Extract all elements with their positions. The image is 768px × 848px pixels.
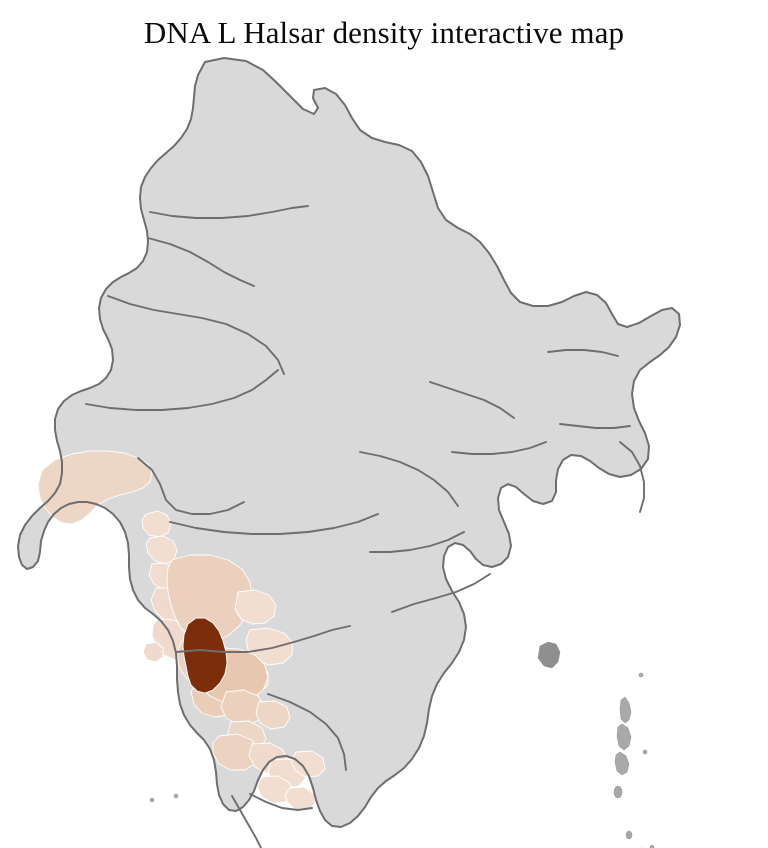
state-border-rajasthan-mp	[85, 369, 279, 411]
district-region-solapur[interactable]	[245, 627, 294, 666]
island-andaman-middle	[616, 723, 632, 751]
map-layer-islands	[149, 641, 655, 848]
state-border-assam-meghalaya	[559, 423, 631, 429]
district-region-anantapur[interactable]	[290, 750, 326, 778]
country-outline-india	[17, 57, 681, 828]
district-region-bharuch[interactable]	[141, 510, 172, 538]
district-region-ahmadnagar[interactable]	[234, 589, 277, 625]
state-border-mp-chhattisgarh	[359, 451, 459, 507]
island-nicobar-small	[649, 844, 655, 848]
state-border-gujarat-mp	[137, 457, 245, 515]
state-border-bihar-jharkhand	[451, 441, 547, 455]
map-layer-districts	[17, 57, 681, 828]
map-layer-state-borders	[17, 57, 681, 848]
island-andaman-south	[614, 751, 630, 776]
district-region-shivamogga[interactable]	[212, 733, 260, 771]
state-border-karnataka-tn	[249, 793, 313, 811]
state-border-mp-maharashtra	[169, 513, 379, 535]
district-region-base-mainland[interactable]	[17, 57, 681, 828]
district-region-chittoor[interactable]	[284, 786, 316, 811]
state-border-odisha-chhattisgarh	[369, 531, 465, 553]
state-border-punjab-haryana	[147, 237, 255, 287]
state-border-kerala-tn	[231, 795, 263, 848]
island-lakshadweep-north	[149, 797, 155, 803]
island-car-nicobar	[625, 830, 633, 840]
district-region-pune[interactable]	[166, 554, 253, 643]
state-border-rajasthan-up	[107, 295, 285, 375]
island-barren	[642, 749, 648, 755]
state-border-ap-odisha	[391, 573, 491, 613]
state-border-wb-assam	[547, 349, 619, 357]
map-canvas[interactable]	[0, 52, 768, 848]
district-region-surat[interactable]	[145, 535, 178, 565]
district-region-dharwad[interactable]	[220, 689, 266, 725]
island-lakshadweep-mid	[173, 793, 179, 799]
india-choropleth-svg[interactable]	[0, 52, 768, 848]
page-title: DNA L Halsar density interactive map	[143, 15, 625, 50]
state-border-northeast-mizoram	[619, 441, 645, 513]
district-region-mumbai-suburban[interactable]	[142, 641, 164, 663]
island-andaman-north	[619, 696, 632, 724]
district-region-gadag[interactable]	[255, 700, 291, 730]
region-sundarbans-dark	[537, 641, 561, 669]
state-border-up-bihar	[429, 381, 515, 419]
state-border-jk-hp	[149, 205, 309, 219]
island-narcondam	[638, 672, 644, 678]
island-little-andaman	[613, 785, 623, 799]
state-border-karnataka-ap	[267, 693, 347, 771]
state-border-maharashtra-karnataka	[175, 625, 351, 653]
district-region-tumakuru[interactable]	[256, 775, 294, 804]
district-region-uttara-kannada[interactable]	[182, 617, 228, 694]
